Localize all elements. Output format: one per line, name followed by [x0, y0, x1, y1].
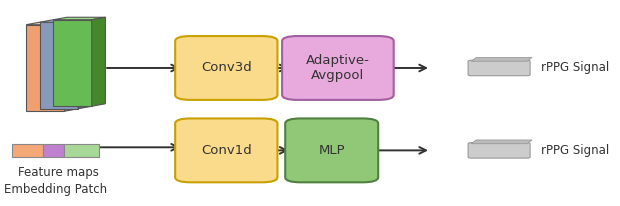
Polygon shape — [53, 20, 92, 106]
Text: Conv3d: Conv3d — [201, 61, 252, 75]
FancyBboxPatch shape — [175, 36, 278, 100]
Polygon shape — [26, 25, 64, 111]
Polygon shape — [471, 140, 532, 144]
Text: MLP: MLP — [319, 144, 345, 157]
Polygon shape — [40, 20, 92, 22]
FancyBboxPatch shape — [64, 144, 99, 157]
Polygon shape — [471, 57, 532, 61]
Text: rPPG Signal: rPPG Signal — [541, 144, 609, 157]
FancyBboxPatch shape — [12, 144, 43, 157]
Text: Embedding Patch: Embedding Patch — [4, 183, 107, 196]
Polygon shape — [78, 20, 92, 109]
Polygon shape — [92, 17, 105, 106]
FancyBboxPatch shape — [285, 118, 378, 182]
Text: Conv1d: Conv1d — [201, 144, 252, 157]
Polygon shape — [26, 22, 78, 25]
FancyBboxPatch shape — [468, 143, 530, 158]
FancyBboxPatch shape — [43, 144, 64, 157]
Text: Feature maps: Feature maps — [19, 166, 99, 179]
Polygon shape — [40, 22, 78, 109]
FancyBboxPatch shape — [468, 60, 530, 76]
Polygon shape — [53, 17, 105, 20]
Polygon shape — [64, 22, 78, 111]
FancyBboxPatch shape — [282, 36, 394, 100]
Text: rPPG Signal: rPPG Signal — [541, 61, 609, 75]
Text: Adaptive-
Avgpool: Adaptive- Avgpool — [306, 54, 370, 82]
FancyBboxPatch shape — [175, 118, 278, 182]
